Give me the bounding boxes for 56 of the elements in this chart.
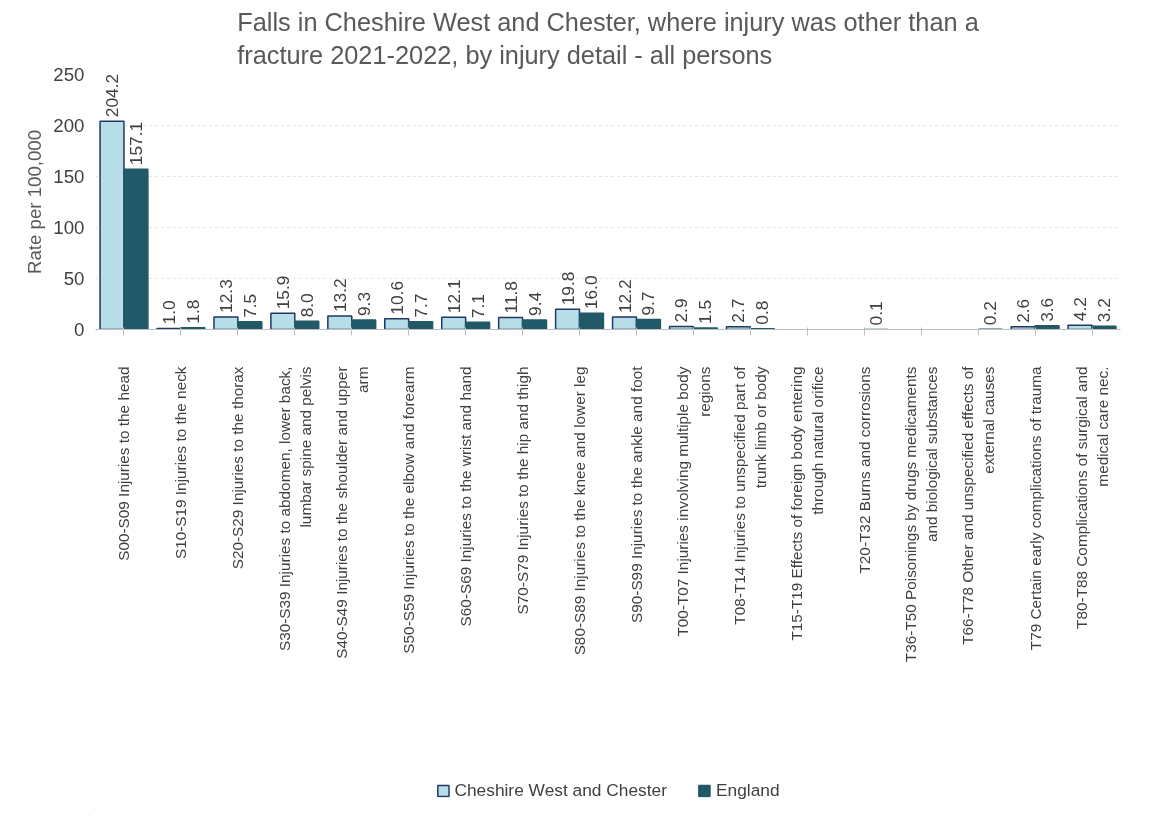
x-tick-label: T66-T78 Other and unspecified effects of external causes (959, 365, 998, 645)
data-label: 7.7 (410, 293, 431, 318)
data-label: 1.0 (158, 300, 179, 325)
data-label: 7.1 (467, 294, 488, 319)
x-tick-label: S30-S39 Injuries to abdomen, lower back, lumbar spine and pelvis (275, 366, 314, 652)
data-label: 2.6 (1013, 298, 1034, 323)
x-tick-label: S50-S59 Injuries to the elbow and forearm (400, 366, 418, 654)
data-label: 7.5 (239, 293, 260, 318)
data-label: 2.9 (671, 298, 692, 323)
data-label: 15.9 (272, 275, 293, 310)
data-label: 9.4 (524, 291, 545, 316)
data-label: 12.2 (614, 279, 635, 314)
x-tick-label: T79 Certain early complications of trauma (1026, 366, 1044, 651)
y-tick-label: 100 (53, 217, 85, 238)
data-label: 1.8 (182, 299, 203, 324)
data-label: 1.5 (695, 299, 716, 324)
x-tick-label: S60-S69 Injuries to the wrist and hand (457, 366, 475, 627)
x-tick-label: S00-S09 Injuries to the head (115, 366, 133, 561)
legend-label: England (715, 779, 780, 801)
x-tick-label: T80-T88 Complications of surgical and medical care nec. (1072, 366, 1112, 629)
data-label: 13.2 (329, 278, 350, 313)
data-label: 9.3 (353, 291, 374, 317)
y-tick-label: 50 (63, 268, 85, 289)
data-label: 0.8 (752, 300, 773, 325)
y-tick-label: 150 (53, 166, 85, 187)
data-label: 0.2 (980, 301, 1001, 326)
chart-title: Falls in Cheshire West and Chester, where injury was other than a fracture 2021-2022, by injury detail - all persons (237, 7, 980, 70)
y-tick-label: 250 (53, 64, 85, 85)
data-label: 10.6 (386, 280, 407, 315)
x-tick-label: S70-S79 Injuries to the hip and thigh (514, 366, 532, 615)
x-tick-label: T00-T07 Injuries involving multiple body regions (674, 366, 713, 637)
x-tick-label: T20-T32 Burns and corrosions (855, 366, 873, 574)
y-tick-label: 0 (74, 319, 85, 340)
x-tick-label: S80-S89 Injuries to the knee and lower leg (571, 366, 589, 656)
x-tick-label: S40-S49 Injuries to the shoulder and upper arm (332, 366, 371, 659)
x-tick-label: S20-S29 Injuries to the thorax (229, 366, 247, 570)
data-label: 12.1 (443, 279, 464, 314)
x-tick-label: T08-T14 Injuries to unspecified part of trunk limb or body (731, 365, 770, 625)
data-label: 3.6 (1037, 297, 1058, 322)
data-label: 0.1 (866, 301, 887, 326)
x-tick-label: S90-S99 Injuries to the ankle and foot (627, 365, 645, 623)
data-label: 19.8 (557, 271, 578, 306)
data-label: 16.0 (581, 275, 602, 310)
data-label: 157.1 (125, 121, 146, 166)
data-label: 12.3 (215, 279, 236, 313)
data-label: 204.2 (102, 73, 123, 118)
data-label: 3.2 (1093, 298, 1114, 323)
y-axis-title: Rate per 100,000 (24, 129, 46, 275)
y-tick-label: 200 (53, 115, 85, 136)
data-label: 11.8 (500, 281, 521, 314)
x-tick-label: S10-S19 Injuries to the neck (172, 366, 190, 560)
data-label: 2.7 (728, 298, 749, 323)
data-label: 4.2 (1070, 297, 1091, 322)
legend-label: Cheshire West and Chester (454, 779, 667, 801)
data-label: 9.7 (638, 291, 659, 316)
data-label: 8.0 (296, 293, 317, 318)
